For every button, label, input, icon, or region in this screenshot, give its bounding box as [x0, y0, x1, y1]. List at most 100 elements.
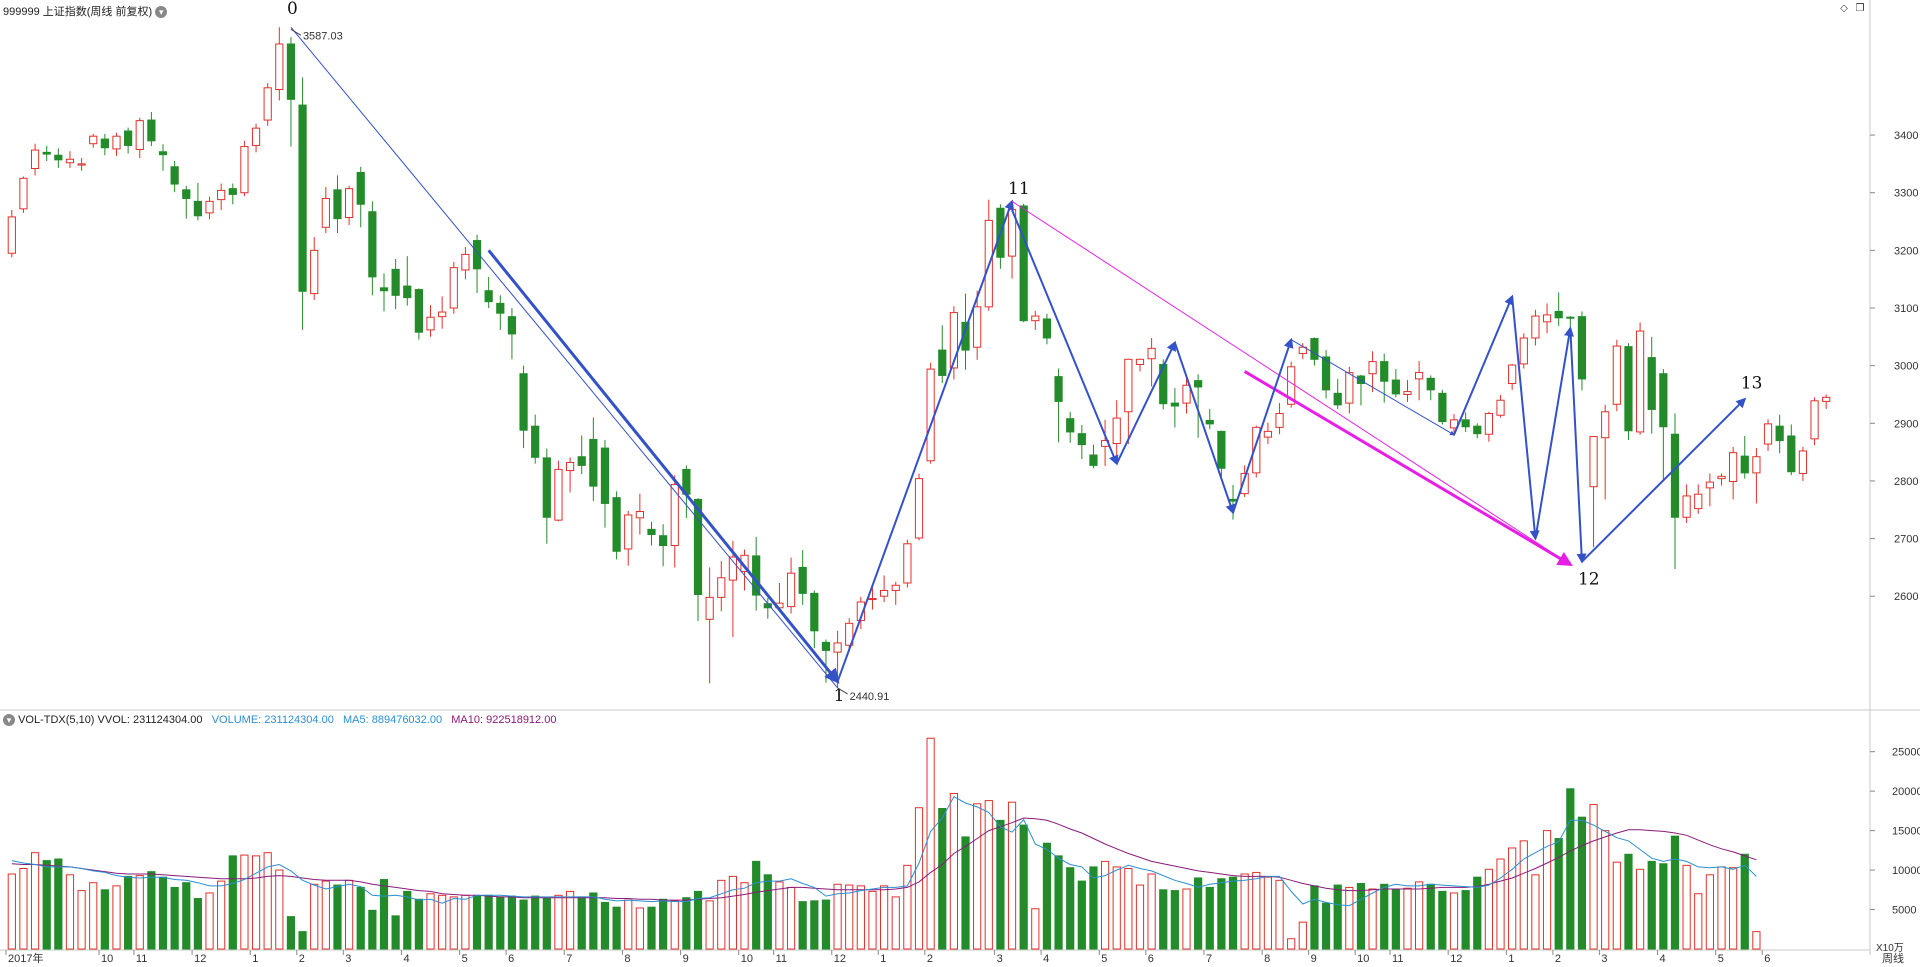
wave-label: 0 — [287, 0, 298, 19]
volume-bar-down — [1194, 877, 1203, 950]
candle-up — [1519, 337, 1528, 365]
volume-bar-down — [763, 874, 772, 950]
x-tick-label: 3 — [1601, 953, 1607, 965]
volume-bar-up — [868, 890, 877, 950]
volume-bar-up — [1100, 860, 1110, 950]
wave-line — [1511, 296, 1540, 541]
vvol-value: VVOL: 231124304.00 — [97, 714, 203, 726]
wave-line — [1453, 294, 1514, 436]
volume-bar-down — [147, 871, 156, 950]
volume-bar-up — [205, 892, 214, 950]
candle-up — [1810, 400, 1819, 440]
candle-up — [1484, 412, 1494, 435]
volume-bar-up — [1682, 864, 1691, 950]
volume-bar-up — [1601, 830, 1610, 950]
volume-bar-up — [263, 852, 272, 950]
x-tick-label: 11 — [776, 953, 787, 965]
candle-up — [1752, 456, 1761, 474]
candle-down — [531, 425, 540, 458]
volume-tick-label: 5000 — [1892, 905, 1916, 917]
candle-up — [833, 642, 842, 653]
candle-up — [1694, 493, 1703, 510]
price-tick-label: 3000 — [1894, 361, 1918, 373]
candle-down — [1391, 379, 1400, 395]
volume-bar-up — [344, 879, 354, 950]
candle-up — [1252, 426, 1261, 474]
candle-down — [1042, 318, 1052, 339]
x-tick-label: 7 — [1206, 953, 1212, 965]
volume-bar-up — [275, 869, 284, 950]
candle-up — [240, 146, 249, 194]
window-restore-icon[interactable]: ❐ — [1855, 3, 1865, 14]
candle-up — [635, 510, 644, 519]
candle-up — [728, 556, 738, 581]
wave-label: 13 — [1741, 374, 1763, 394]
volume-bar-up — [833, 883, 842, 950]
candle-down — [286, 43, 296, 100]
price-tick-label: 3400 — [1894, 130, 1918, 142]
candle-up — [205, 200, 214, 214]
volume-tick-label: 15000 — [1892, 826, 1920, 838]
candle-up — [310, 249, 319, 295]
candle-up — [670, 483, 679, 547]
candle-down — [1647, 357, 1656, 410]
x-tick-label: 12 — [834, 953, 846, 965]
candle-down — [577, 456, 586, 466]
x-tick-label: 11 — [1392, 953, 1403, 965]
candle-up — [344, 188, 354, 218]
volume-bar-down — [1321, 902, 1331, 950]
volume-bar-down — [577, 896, 586, 950]
candle-down — [647, 528, 656, 536]
candle-up — [1729, 452, 1738, 483]
candle-down — [391, 268, 400, 296]
candle-down — [484, 290, 493, 303]
candle-up — [77, 163, 86, 166]
diamond-icon[interactable]: ◇ — [1840, 3, 1848, 14]
candle-down — [170, 166, 179, 185]
volume-bar-down — [1380, 883, 1389, 950]
volume-bar-down — [1624, 853, 1633, 950]
x-tick-label: 11 — [136, 953, 147, 965]
candle-up — [1508, 364, 1517, 385]
x-tick-label: 2 — [299, 953, 305, 965]
volume-bar-down — [752, 860, 761, 950]
candle-down — [1380, 361, 1389, 382]
x-tick-label: 9 — [683, 953, 689, 965]
candle-down — [1019, 205, 1028, 322]
volume-bar-down — [1670, 835, 1680, 950]
candle-up — [1275, 412, 1284, 428]
volume-bar-down — [1461, 890, 1470, 950]
wave-label: 11 — [1008, 179, 1030, 199]
candle-up — [1182, 384, 1191, 404]
ma5-line — [11, 796, 1757, 907]
candle-down — [1310, 338, 1319, 360]
candle-up — [880, 589, 889, 597]
candle-up — [1763, 423, 1773, 445]
candle-up — [1112, 417, 1121, 444]
volume-bar-down — [1473, 876, 1482, 950]
x-tick-label: 1 — [1508, 953, 1514, 965]
candle-down — [147, 119, 156, 142]
wave-label: 12 — [1578, 570, 1600, 590]
low-pointer — [837, 687, 848, 695]
candle-down — [1321, 356, 1331, 391]
x-tick-label: 4 — [1660, 953, 1666, 965]
volume-bar-down — [659, 898, 668, 950]
symbol-header[interactable]: 999999 上证指数(周线 前复权) ▾ — [3, 3, 168, 19]
volume-bar-down — [693, 890, 703, 950]
symbol-title: 999999 上证指数(周线 前复权) — [3, 6, 153, 18]
volume-bar-up — [1007, 801, 1017, 950]
candle-down — [1228, 498, 1238, 502]
candle-up — [1147, 347, 1156, 360]
volume-bar-up — [973, 803, 982, 950]
chevron-down-icon[interactable]: ▾ — [155, 6, 168, 19]
volume-bar-down — [124, 875, 133, 950]
candle-up — [1403, 391, 1412, 395]
volume-bar-up — [717, 879, 726, 950]
wave-line — [1290, 339, 1455, 436]
volume-bar-down — [1042, 842, 1052, 950]
x-tick-label: 7 — [566, 953, 572, 965]
candle-down — [1426, 377, 1435, 391]
chevron-down-icon[interactable]: ▾ — [3, 714, 15, 727]
